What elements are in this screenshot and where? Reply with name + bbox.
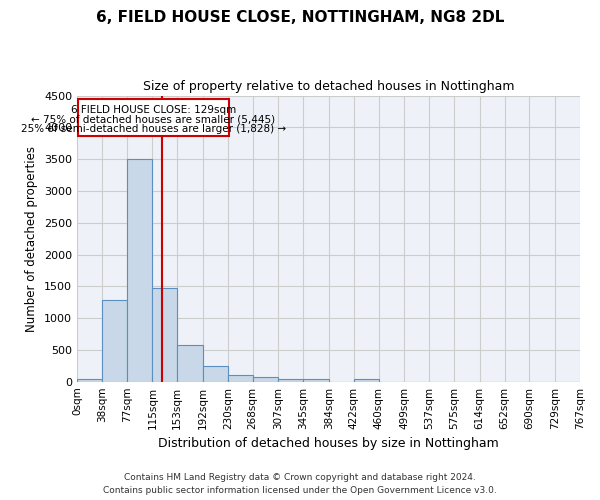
- Bar: [77, 378, 102, 382]
- Bar: [77, 100, 229, 136]
- Bar: [278, 378, 303, 382]
- Bar: [203, 366, 228, 382]
- Bar: [152, 288, 177, 382]
- Bar: [102, 300, 127, 382]
- X-axis label: Distribution of detached houses by size in Nottingham: Distribution of detached houses by size …: [158, 437, 499, 450]
- Text: 6, FIELD HOUSE CLOSE, NOTTINGHAM, NG8 2DL: 6, FIELD HOUSE CLOSE, NOTTINGHAM, NG8 2D…: [96, 10, 504, 25]
- Text: ← 75% of detached houses are smaller (5,445): ← 75% of detached houses are smaller (5,…: [31, 114, 275, 124]
- Bar: [303, 378, 329, 382]
- Y-axis label: Number of detached properties: Number of detached properties: [25, 146, 38, 332]
- Bar: [177, 345, 203, 382]
- Text: Contains HM Land Registry data © Crown copyright and database right 2024.
Contai: Contains HM Land Registry data © Crown c…: [103, 474, 497, 495]
- Bar: [253, 376, 278, 382]
- Text: 6 FIELD HOUSE CLOSE: 129sqm: 6 FIELD HOUSE CLOSE: 129sqm: [71, 105, 236, 115]
- Bar: [354, 378, 379, 382]
- Title: Size of property relative to detached houses in Nottingham: Size of property relative to detached ho…: [143, 80, 514, 93]
- Bar: [127, 159, 152, 382]
- Text: 25% of semi-detached houses are larger (1,828) →: 25% of semi-detached houses are larger (…: [21, 124, 286, 134]
- Bar: [228, 374, 253, 382]
